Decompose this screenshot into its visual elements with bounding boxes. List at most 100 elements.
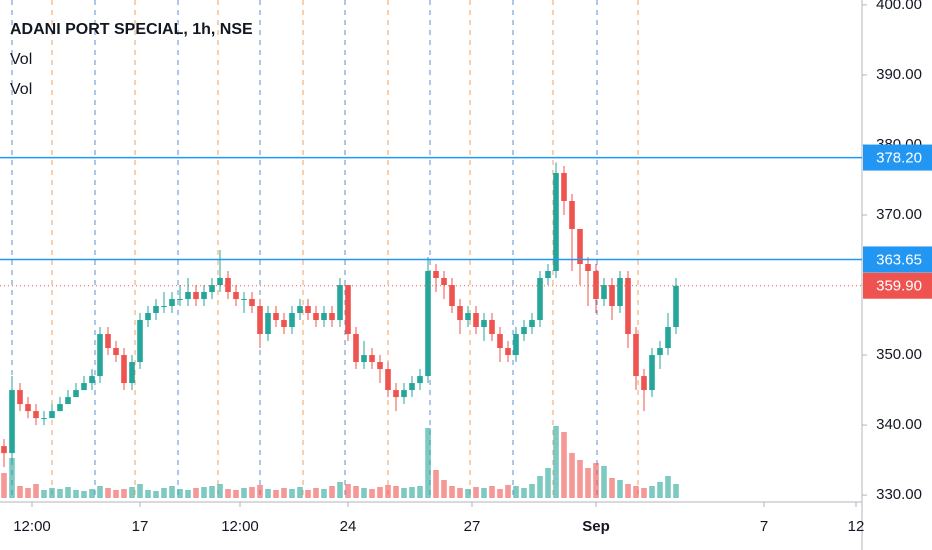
volume-bar bbox=[409, 487, 415, 498]
volume-bar bbox=[433, 470, 439, 498]
volume-bar bbox=[345, 484, 351, 498]
candle-body bbox=[593, 271, 599, 300]
volume-bar bbox=[361, 488, 367, 498]
price-tag-label: 378.20 bbox=[876, 150, 922, 167]
volume-bar bbox=[649, 486, 655, 498]
candle-body bbox=[553, 172, 559, 272]
volume-bar bbox=[281, 488, 287, 498]
x-tick-label: Sep bbox=[582, 518, 610, 535]
volume-bar bbox=[457, 488, 463, 498]
volume-bar bbox=[1, 473, 7, 498]
volume-bar bbox=[65, 487, 71, 498]
volume-bar bbox=[225, 489, 231, 498]
candle-body bbox=[369, 355, 375, 363]
candle-body bbox=[249, 299, 255, 307]
candle-body bbox=[489, 320, 495, 335]
candle-body bbox=[273, 313, 279, 321]
candle-body bbox=[377, 362, 383, 370]
volume-bar bbox=[121, 489, 127, 498]
volume-bar bbox=[241, 488, 247, 498]
candle-body bbox=[577, 228, 583, 265]
volume-bar bbox=[561, 432, 567, 498]
candle-body bbox=[9, 390, 15, 454]
candle-body bbox=[129, 362, 135, 384]
candle-body bbox=[401, 390, 407, 398]
candle-body bbox=[433, 271, 439, 279]
candle-body bbox=[481, 320, 487, 328]
volume-bar bbox=[137, 484, 143, 498]
volume-bar bbox=[209, 486, 215, 498]
price-tag bbox=[863, 272, 932, 299]
candle-body bbox=[353, 334, 359, 363]
x-tick-label: 24 bbox=[340, 518, 357, 535]
volume-bar bbox=[185, 490, 191, 498]
candle-body bbox=[497, 334, 503, 349]
volume-bar bbox=[385, 485, 391, 498]
candle-body bbox=[449, 285, 455, 307]
volume-bar bbox=[393, 486, 399, 498]
candle-body bbox=[657, 348, 663, 356]
candle-body bbox=[633, 334, 639, 377]
candle-body bbox=[65, 397, 71, 405]
candle-body bbox=[457, 306, 463, 321]
volume-bar bbox=[233, 490, 239, 498]
candle-body bbox=[321, 313, 327, 321]
volume-bar bbox=[153, 491, 159, 498]
candle-body bbox=[425, 271, 431, 377]
candle-body bbox=[25, 404, 31, 412]
candle-body bbox=[617, 278, 623, 307]
volume-bar bbox=[297, 487, 303, 498]
candle-body bbox=[145, 313, 151, 321]
price-tag bbox=[863, 246, 932, 273]
candle-body bbox=[193, 292, 199, 300]
candle-body bbox=[601, 285, 607, 300]
volume-bar bbox=[633, 486, 639, 498]
volume-bar bbox=[593, 463, 599, 498]
candle-body bbox=[521, 327, 527, 335]
volume-bar bbox=[97, 486, 103, 498]
volume-bar bbox=[305, 490, 311, 498]
candle-body bbox=[257, 306, 263, 335]
candle-body bbox=[169, 299, 175, 307]
candle-body bbox=[329, 313, 335, 321]
candle-body bbox=[265, 313, 271, 335]
candle-body bbox=[665, 327, 671, 349]
candle-body bbox=[225, 278, 231, 293]
candle-body bbox=[185, 292, 191, 300]
volume-bar bbox=[481, 488, 487, 498]
y-tick-label: 330.00 bbox=[876, 486, 922, 503]
volume-bar bbox=[25, 488, 31, 498]
volume-bar bbox=[657, 482, 663, 498]
volume-bar bbox=[489, 486, 495, 498]
volume-bar bbox=[425, 428, 431, 498]
volume-bar bbox=[577, 460, 583, 498]
volume-bar bbox=[73, 490, 79, 498]
volume-bar bbox=[441, 480, 447, 498]
candle-body bbox=[385, 369, 391, 391]
volume-bar bbox=[329, 486, 335, 498]
price-tag-label: 359.90 bbox=[876, 278, 922, 295]
candle-body bbox=[33, 411, 39, 419]
x-tick-label: 12 bbox=[848, 518, 865, 535]
candle-body bbox=[73, 390, 79, 398]
candle-body bbox=[649, 355, 655, 391]
volume-bar bbox=[617, 480, 623, 498]
volume-bar bbox=[249, 487, 255, 498]
candle-body bbox=[313, 313, 319, 321]
candle-body bbox=[673, 285, 679, 328]
volume-bar bbox=[625, 484, 631, 498]
candle-body bbox=[625, 278, 631, 335]
candle-body bbox=[337, 285, 343, 321]
candle-body bbox=[441, 278, 447, 286]
volume-bar bbox=[585, 468, 591, 498]
volume-bar bbox=[401, 488, 407, 498]
volume-bar bbox=[377, 487, 383, 498]
x-tick-label: 7 bbox=[760, 518, 768, 535]
price-tag-label: 363.65 bbox=[876, 251, 922, 268]
volume-bar bbox=[601, 466, 607, 498]
candle-body bbox=[641, 376, 647, 391]
volume-bar bbox=[665, 476, 671, 498]
candle-body bbox=[209, 285, 215, 293]
candle-body bbox=[121, 355, 127, 384]
